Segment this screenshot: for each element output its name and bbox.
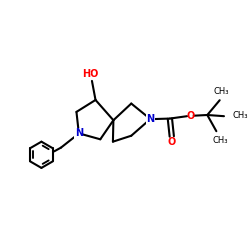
Text: N: N [75,128,83,138]
Text: CH₃: CH₃ [212,136,228,145]
Text: N: N [146,114,154,124]
Text: O: O [168,137,176,147]
Text: CH₃: CH₃ [213,87,229,96]
Text: HO: HO [82,69,99,79]
Text: CH₃: CH₃ [232,111,248,120]
Text: O: O [187,111,195,121]
